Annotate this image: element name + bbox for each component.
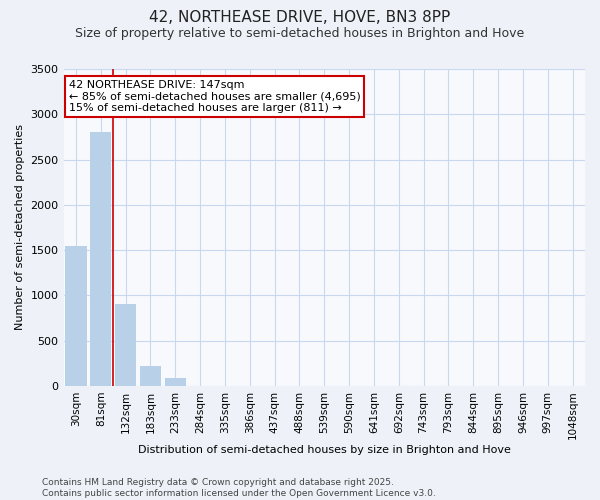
Y-axis label: Number of semi-detached properties: Number of semi-detached properties [15,124,25,330]
Bar [165,378,186,386]
Bar [90,132,112,386]
Bar [65,246,86,386]
Text: 42, NORTHEASE DRIVE, HOVE, BN3 8PP: 42, NORTHEASE DRIVE, HOVE, BN3 8PP [149,10,451,25]
Text: 42 NORTHEASE DRIVE: 147sqm
← 85% of semi-detached houses are smaller (4,695)
15%: 42 NORTHEASE DRIVE: 147sqm ← 85% of semi… [69,80,361,114]
X-axis label: Distribution of semi-detached houses by size in Brighton and Hove: Distribution of semi-detached houses by … [138,445,511,455]
Bar [115,304,136,386]
Text: Contains HM Land Registry data © Crown copyright and database right 2025.
Contai: Contains HM Land Registry data © Crown c… [42,478,436,498]
Bar [140,366,161,386]
Text: Size of property relative to semi-detached houses in Brighton and Hove: Size of property relative to semi-detach… [76,28,524,40]
